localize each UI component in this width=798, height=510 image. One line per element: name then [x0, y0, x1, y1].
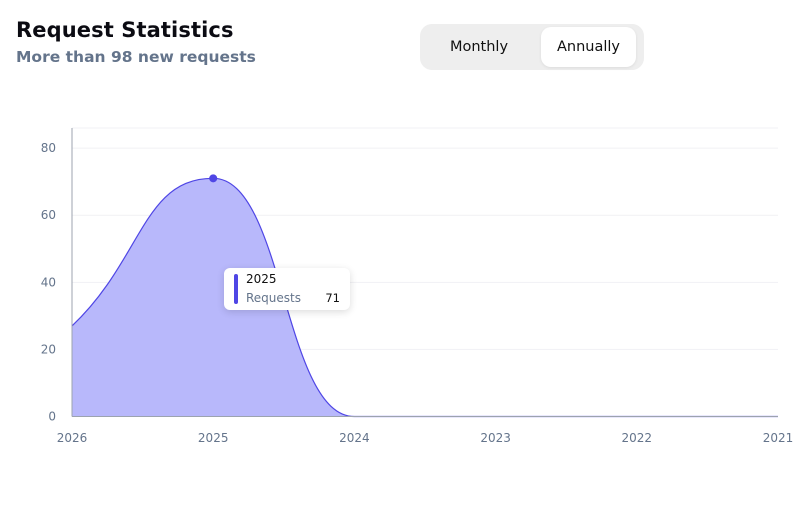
x-tick-label: 2024	[339, 431, 370, 445]
y-tick-label: 80	[41, 141, 56, 155]
x-tick-label: 2026	[57, 431, 88, 445]
x-tick-label: 2025	[198, 431, 229, 445]
tooltip-title: 2025	[246, 272, 277, 286]
chart-tooltip: 2025 Requests 71	[224, 268, 350, 310]
highlight-point	[209, 174, 218, 183]
page-title: Request Statistics	[16, 18, 234, 42]
y-tick-label: 20	[41, 342, 56, 356]
tooltip-series-marker	[234, 274, 238, 304]
y-tick-label: 40	[41, 275, 56, 289]
annually-tab[interactable]: Annually	[541, 27, 636, 67]
x-tick-label: 2023	[480, 431, 511, 445]
period-toggle: Monthly Annually	[420, 24, 644, 70]
x-tick-label: 2021	[763, 431, 794, 445]
page-subtitle: More than 98 new requests	[16, 48, 256, 66]
y-tick-label: 0	[48, 410, 56, 424]
series-area-requests	[72, 178, 778, 417]
y-tick-label: 60	[41, 208, 56, 222]
monthly-tab[interactable]: Monthly	[449, 39, 509, 55]
x-tick-label: 2022	[622, 431, 653, 445]
tooltip-label: Requests	[246, 291, 301, 305]
tooltip-value: 71	[325, 291, 340, 305]
